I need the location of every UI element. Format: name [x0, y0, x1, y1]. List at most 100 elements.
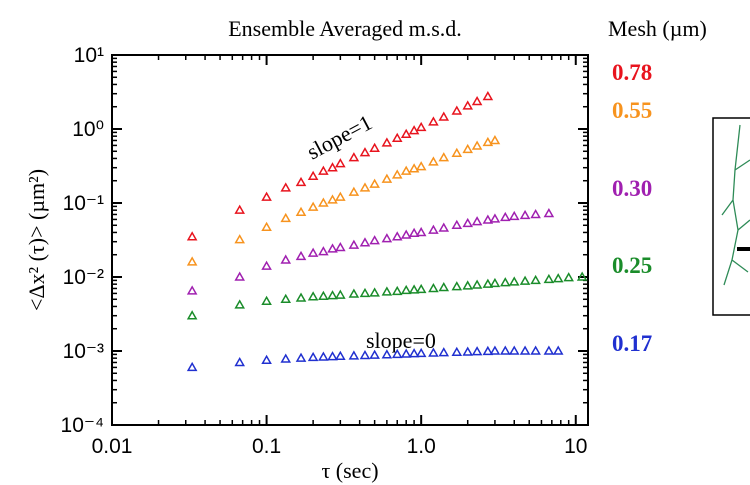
- x-tick-label: 0.01: [92, 435, 133, 458]
- data-point: [327, 243, 338, 253]
- data-point: [428, 156, 439, 166]
- data-point: [471, 140, 483, 150]
- data-point: [408, 227, 420, 238]
- data-point: [280, 353, 292, 363]
- data-point: [307, 201, 319, 211]
- data-point: [381, 137, 393, 147]
- data-point: [186, 256, 198, 266]
- data-point: [408, 284, 420, 294]
- data-point: [451, 281, 463, 291]
- plot-frame: [111, 54, 589, 426]
- data-point: [438, 347, 450, 357]
- inset-image: [712, 117, 750, 316]
- data-point: [462, 280, 474, 290]
- data-point: [519, 345, 531, 355]
- data-point: [462, 217, 474, 228]
- data-point: [519, 275, 531, 285]
- data-point: [471, 216, 483, 226]
- data-point: [381, 349, 393, 359]
- data-point: [335, 158, 346, 168]
- data-point: [482, 278, 494, 288]
- data-point: [438, 111, 450, 121]
- data-point: [348, 350, 360, 360]
- data-point: [307, 351, 319, 362]
- data-point: [462, 346, 474, 356]
- data-point: [543, 345, 555, 355]
- data-point: [462, 100, 474, 110]
- data-point: [280, 182, 292, 192]
- data-point: [415, 121, 427, 132]
- data-point: [261, 191, 272, 201]
- legend-label: 0.55: [612, 98, 652, 123]
- y-tick-label: 10¹: [74, 44, 104, 67]
- data-point: [391, 231, 403, 241]
- data-point: [391, 132, 403, 142]
- data-point: [391, 169, 403, 179]
- data-point: [471, 346, 483, 356]
- data-point: [359, 349, 371, 360]
- y-tick-label: 10⁰: [72, 118, 104, 141]
- data-point: [348, 186, 360, 196]
- data-point: [462, 143, 474, 154]
- data-point: [234, 356, 245, 367]
- data-point: [318, 197, 329, 207]
- data-point: [438, 222, 450, 232]
- y-tick-label: 10⁻¹: [63, 192, 104, 215]
- data-point: [318, 290, 329, 300]
- data-point: [400, 128, 412, 138]
- data-point: [348, 239, 360, 249]
- data-point: [318, 351, 329, 361]
- data-point: [186, 310, 198, 320]
- data-point: [576, 271, 588, 281]
- x-tick-label: 1.0: [407, 435, 436, 458]
- data-point: [295, 206, 307, 216]
- legend-title: Mesh (µm): [608, 16, 707, 41]
- data-point: [530, 345, 541, 355]
- data-point: [552, 345, 564, 355]
- data-point: [369, 287, 380, 297]
- data-point: [489, 134, 501, 145]
- data-point: [451, 346, 463, 357]
- data-point: [327, 194, 338, 204]
- legend-label: 0.78: [612, 60, 652, 85]
- data-point: [482, 136, 494, 147]
- data-point: [438, 282, 450, 292]
- data-point: [415, 347, 427, 358]
- data-point: [543, 273, 555, 284]
- data-point: [552, 273, 564, 283]
- data-point: [428, 282, 439, 293]
- data-point: [499, 211, 511, 222]
- data-point: [381, 286, 393, 296]
- data-point: [234, 204, 245, 214]
- data-point: [381, 173, 393, 183]
- data-point: [295, 176, 307, 187]
- data-point: [428, 224, 439, 234]
- data-point: [415, 226, 427, 237]
- data-point: [261, 260, 272, 270]
- data-point: [482, 345, 494, 356]
- data-point: [280, 293, 292, 304]
- data-point: [234, 234, 245, 244]
- data-point: [307, 170, 319, 180]
- data-point: [318, 165, 329, 175]
- data-point: [400, 348, 412, 358]
- data-point: [400, 229, 412, 239]
- data-point: [327, 290, 338, 300]
- data-point: [508, 210, 520, 221]
- legend-label: 0.17: [612, 331, 652, 356]
- data-point: [499, 277, 511, 287]
- data-point: [530, 208, 541, 219]
- data-point: [359, 147, 371, 157]
- data-point: [408, 163, 420, 173]
- data-point: [489, 213, 501, 223]
- data-point: [318, 246, 329, 256]
- data-point: [335, 242, 346, 252]
- data-point: [391, 348, 403, 359]
- data-point: [499, 345, 511, 355]
- y-axis-label: <Δx² (τ)> (µm²): [24, 169, 49, 311]
- data-point: [415, 161, 427, 171]
- data-point: [369, 178, 380, 188]
- data-point: [543, 208, 555, 218]
- data-point: [489, 345, 501, 355]
